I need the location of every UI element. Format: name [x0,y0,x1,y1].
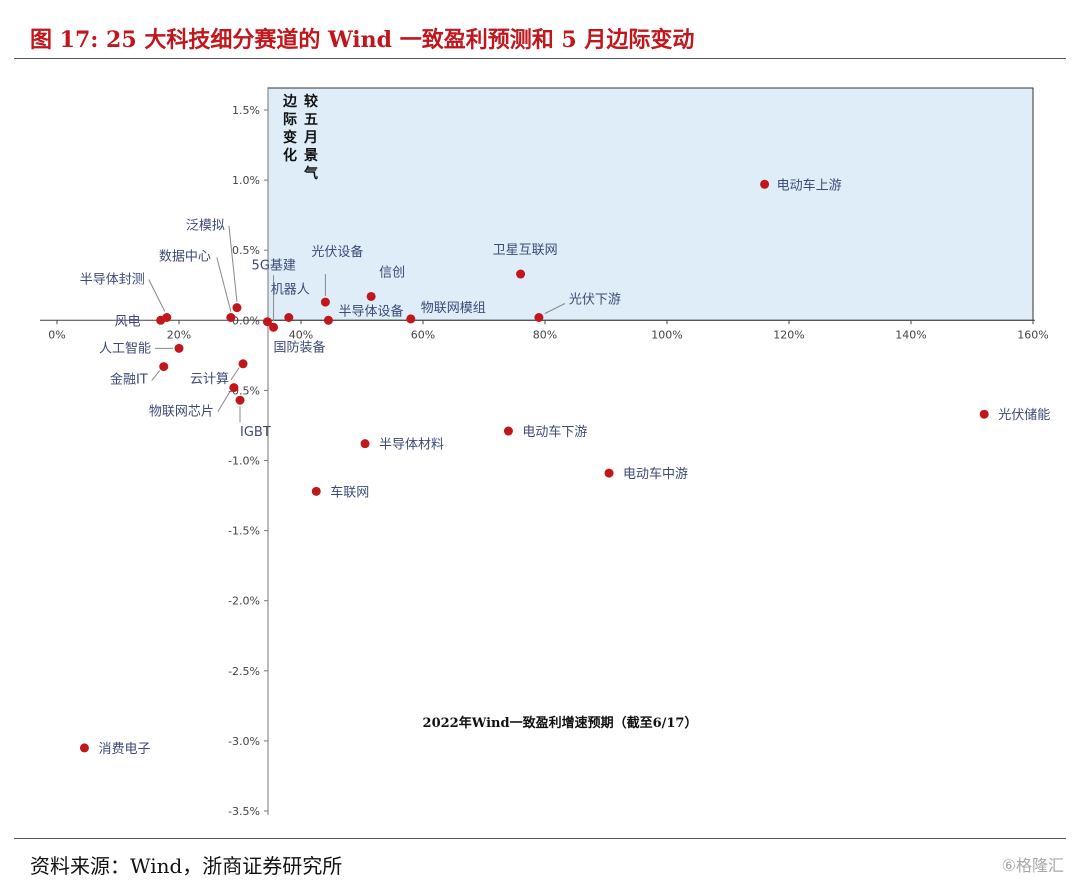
leader-line [151,370,161,381]
y-tick-label: 1.0% [232,174,260,187]
point-label: 光伏下游 [569,292,621,307]
y-tick-label: -3.5% [228,805,260,818]
y-tick-label: -3.0% [228,735,260,748]
chart-title: 图 17: 25 大科技细分赛道的 Wind 一致盈利预测和 5 月边际变动 [30,27,695,53]
leader-line [228,225,238,302]
x-tick-label: 100% [651,328,682,341]
point-label: 5G基建 [252,258,296,273]
point-label: 电动车下游 [522,424,587,440]
point-label: 人工智能 [99,341,151,356]
point-label: IGBT [240,425,271,440]
data-point [323,315,333,325]
data-point [760,179,770,189]
highlight-quadrant-rect [267,87,1034,321]
x-tick-label: 0% [48,328,65,341]
data-point [159,362,169,372]
x-tick-label: 120% [773,328,804,341]
point-label: 电动车中游 [623,466,688,482]
leader-line [217,391,231,412]
point-label: 金融IT [110,372,148,388]
data-point [366,291,376,301]
x-tick-label: 60% [411,328,435,341]
source-note: 资料来源：Wind，浙商证券研究所 [30,854,343,878]
data-point [320,297,330,307]
data-point [262,317,272,327]
x-tick-label: 20% [167,328,191,341]
data-points [79,179,989,753]
x-tick-label: 80% [533,328,557,341]
point-label: 机器人 [271,282,310,297]
data-point [284,312,294,322]
leader-line [230,367,240,381]
point-label: 信创 [379,265,405,280]
point-label: 卫星互联网 [493,243,558,258]
data-point [534,312,544,322]
y-tick-label: -2.0% [228,595,260,608]
data-point [174,343,184,353]
data-point [229,383,239,393]
y-tick-label: 1.5% [232,104,260,117]
y-tick-label: 0.0% [232,314,260,327]
x-axis-title: 2022年Wind一致盈利增速预期（截至6/17） [423,715,698,731]
data-point [360,439,370,449]
data-point [604,468,614,478]
x-tick-label: 160% [1017,328,1048,341]
data-point [232,303,242,313]
data-point [238,359,248,369]
data-point [503,426,513,436]
point-label: 泛模拟 [186,219,225,234]
point-label: 半导体封测 [80,272,145,287]
y-tick-label: -1.5% [228,525,260,538]
point-label: 光伏设备 [311,244,363,260]
data-point [311,486,321,496]
point-label: 半导体设备 [338,303,403,319]
leader-line [148,279,166,312]
point-label: 半导体材料 [379,438,444,453]
point-label: 光伏储能 [998,408,1050,423]
point-label: 风电 [115,314,141,329]
data-point [516,269,526,279]
point-label: 电动车上游 [777,177,842,193]
tick-labels: 1.5%1.0%0.5%0.0%-0.5%-1.0%-1.5%-2.0%-2.5… [48,104,1048,818]
point-label: 国防装备 [273,340,325,356]
point-label: 数据中心 [159,249,211,264]
point-label: 消费电子 [98,742,150,757]
data-point [269,322,279,332]
bottom-divider [14,838,1066,839]
point-label: 物联网模组 [421,301,486,316]
highlight-quadrant [267,87,1034,321]
point-label: 云计算 [190,372,229,387]
watermark-logo: ⑥格隆汇 [1001,856,1064,875]
point-label: 车联网 [330,484,369,500]
data-point [979,409,989,419]
point-label: 物联网芯片 [149,405,214,420]
leader-lines [148,225,566,423]
y-tick-label: 0.5% [232,244,260,257]
y-note-left: 边际变化 [282,94,298,164]
leader-line [216,257,232,312]
data-point [156,315,166,325]
data-point [235,395,245,405]
y-tick-label: -1.0% [228,455,260,468]
x-tick-label: 40% [289,328,313,341]
data-point [226,312,236,322]
leader-line [544,303,566,314]
top-divider [14,58,1066,59]
x-tick-label: 140% [895,328,926,341]
y-note-right: 较五月景气 [303,93,318,182]
data-point [406,314,416,324]
data-point [79,743,89,753]
y-tick-label: -2.5% [228,665,260,678]
